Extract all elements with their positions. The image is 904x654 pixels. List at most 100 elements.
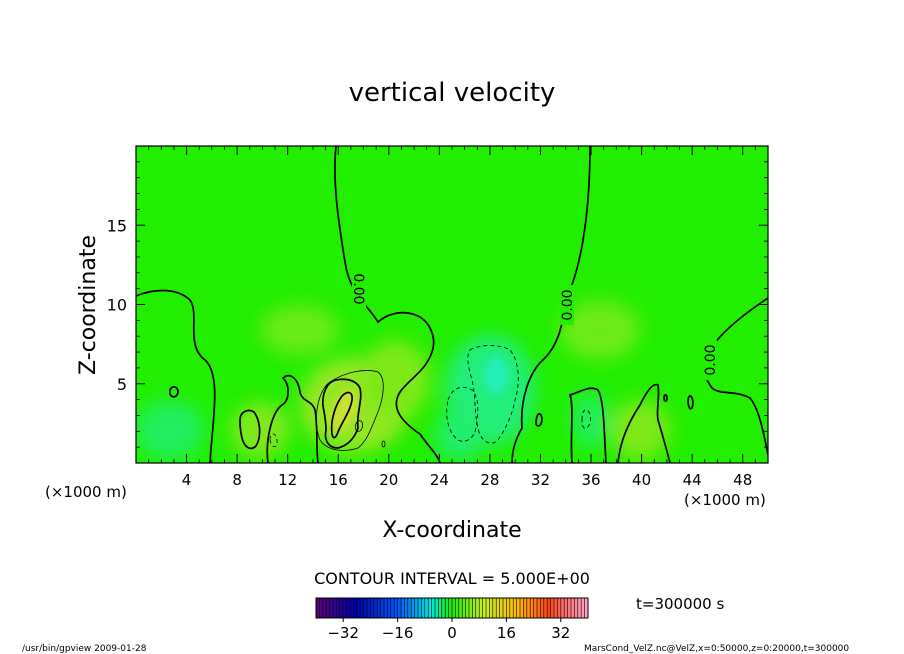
colorbar-cell bbox=[577, 598, 582, 618]
field-shading-strong bbox=[329, 355, 508, 431]
contour-zero-d bbox=[703, 297, 768, 456]
colorbar-cell bbox=[462, 598, 466, 618]
contour-zero-c bbox=[511, 146, 591, 463]
colorbar-cell bbox=[455, 598, 460, 618]
colorbar-cell bbox=[343, 598, 347, 618]
colorbar-cell bbox=[472, 598, 477, 618]
contour-lines-zero bbox=[136, 146, 768, 463]
colorbar-cell bbox=[445, 598, 449, 618]
colorbar-cell bbox=[482, 598, 487, 618]
x-tick-label: 32 bbox=[531, 471, 550, 489]
colorbar-cell bbox=[523, 598, 528, 618]
y-tick-label: 15 bbox=[107, 216, 127, 235]
x-axis-label: X-coordinate bbox=[382, 518, 521, 543]
footer-right: MarsCond_VelZ.nc@VelZ,x=0:50000,z=0:2000… bbox=[584, 644, 849, 654]
colorbar-cell bbox=[421, 598, 426, 618]
contour-zero-e bbox=[266, 374, 319, 463]
x-tick-label: 44 bbox=[683, 471, 702, 489]
colorbar-cell bbox=[584, 598, 589, 618]
x-unit-left: (×1000 m) bbox=[45, 483, 127, 501]
contour-zero-g bbox=[330, 391, 353, 439]
colorbar-cell bbox=[441, 598, 446, 618]
x-tick-label: 8 bbox=[232, 471, 242, 489]
colorbar-cell bbox=[564, 598, 568, 618]
colorbar-cell bbox=[499, 598, 504, 618]
colorbar-cell bbox=[346, 598, 351, 618]
colorbar-cell bbox=[397, 598, 402, 618]
colorbar-cell bbox=[339, 598, 344, 618]
contour-labels: 0.00 0.00 0.00 bbox=[350, 269, 719, 380]
colorbar-cell bbox=[554, 598, 558, 618]
x-tick-label: 36 bbox=[581, 471, 600, 489]
colorbar-cell bbox=[387, 598, 392, 618]
colorbar-cell bbox=[384, 598, 388, 618]
contour-neg-d bbox=[269, 433, 278, 448]
colorbar-cell bbox=[547, 598, 551, 618]
contour-pos-c bbox=[381, 440, 386, 448]
colorbar-cell bbox=[363, 598, 368, 618]
contour-pos-b bbox=[355, 420, 363, 432]
colorbar-cell bbox=[479, 598, 483, 618]
colorbar-ticks: −32 −16 0 16 32 bbox=[327, 618, 570, 642]
y-tick-label: 5 bbox=[117, 375, 127, 394]
colorbar-cell bbox=[431, 598, 436, 618]
colorbar-cell bbox=[424, 598, 429, 618]
contour-lines-negative bbox=[269, 345, 591, 448]
contour-zero-h bbox=[239, 409, 261, 450]
colorbar-cell bbox=[390, 598, 395, 618]
colorbar-cell bbox=[486, 598, 490, 618]
colorbar-cell bbox=[438, 598, 443, 618]
colorbar-cell bbox=[520, 598, 524, 618]
colorbar-cell bbox=[475, 598, 480, 618]
colorbar-cell bbox=[533, 598, 538, 618]
colorbar-cell bbox=[370, 598, 375, 618]
contour-zero-f bbox=[322, 378, 362, 449]
colorbar-cell bbox=[418, 598, 422, 618]
x-tick-label: 16 bbox=[329, 471, 348, 489]
colorbar-cell bbox=[435, 598, 439, 618]
colorbar-cell bbox=[496, 598, 500, 618]
colorbar-cell bbox=[543, 598, 548, 618]
colorbar-cell bbox=[401, 598, 405, 618]
colorbar-cell bbox=[540, 598, 545, 618]
colorbar-cell bbox=[350, 598, 354, 618]
contour-zero-a bbox=[136, 289, 216, 463]
contour-zero-b bbox=[334, 146, 441, 463]
colorbar-cell bbox=[394, 598, 398, 618]
contour-zero-n bbox=[663, 394, 668, 402]
contour-label-1: 0.00 bbox=[350, 273, 366, 304]
chart-title: vertical velocity bbox=[349, 78, 556, 108]
contour-lines-positive bbox=[315, 370, 386, 451]
colorbar-cell bbox=[407, 598, 412, 618]
y-axis-label: Z-coordinate bbox=[76, 235, 101, 375]
x-tick-label: 4 bbox=[182, 471, 192, 489]
colorbar-cell bbox=[356, 598, 361, 618]
colorbar-cell bbox=[509, 598, 514, 618]
colorbar-cell bbox=[503, 598, 507, 618]
x-tick-label: 48 bbox=[733, 471, 752, 489]
colorbar-cell bbox=[326, 598, 330, 618]
contour-zero-k bbox=[617, 383, 671, 463]
y-tick-label: 10 bbox=[107, 296, 127, 315]
colorbar-cell bbox=[452, 598, 456, 618]
x-tick-label: 28 bbox=[480, 471, 499, 489]
colorbar-cell bbox=[489, 598, 494, 618]
colorbar-cell bbox=[428, 598, 432, 618]
colorbar-cell bbox=[353, 598, 358, 618]
contour-zero-i bbox=[169, 386, 179, 398]
contour-zero-m bbox=[687, 395, 694, 410]
colorbar-cell bbox=[465, 598, 470, 618]
colorbar-cell bbox=[329, 598, 334, 618]
colorbar-cell bbox=[373, 598, 378, 618]
footer-left: /usr/bin/gpview 2009-01-28 bbox=[22, 644, 147, 654]
colorbar-cell bbox=[448, 598, 453, 618]
colorbar-cell bbox=[506, 598, 511, 618]
colorbar-cell bbox=[560, 598, 565, 618]
colorbar-cell bbox=[581, 598, 585, 618]
colorbar-cell bbox=[336, 598, 341, 618]
colorbar-cell bbox=[571, 598, 575, 618]
colorbar-tick-label: −16 bbox=[382, 624, 414, 642]
colorbar-cell bbox=[550, 598, 555, 618]
colorbar-cell bbox=[367, 598, 371, 618]
x-tick-label: 12 bbox=[278, 471, 297, 489]
